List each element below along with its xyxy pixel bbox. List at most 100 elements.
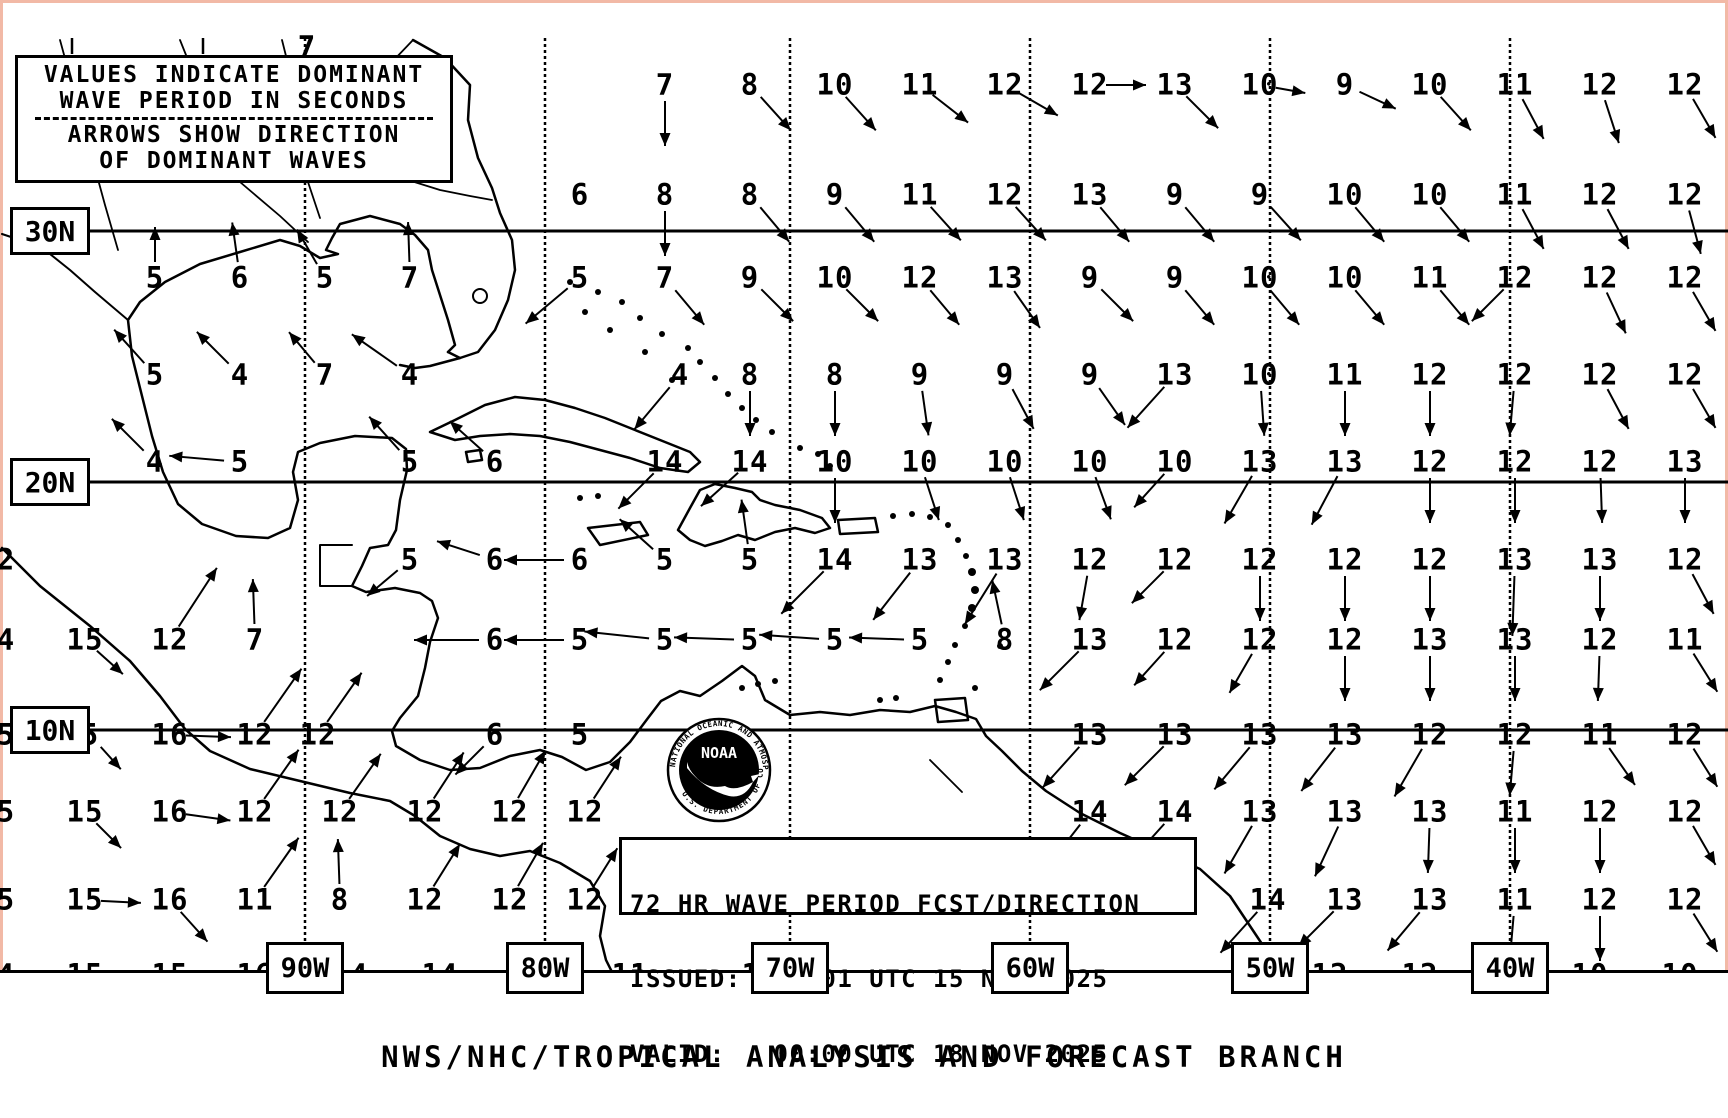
wave-direction-arrowhead xyxy=(1254,608,1266,621)
wave-direction-arrowhead xyxy=(1314,862,1326,877)
wave-period-value: 5 xyxy=(145,357,165,392)
wave-direction-arrowhead xyxy=(1288,226,1301,241)
wave-direction-arrowhead xyxy=(149,227,161,240)
wave-direction-arrowhead xyxy=(1615,319,1626,334)
wave-direction-arrowhead xyxy=(929,505,941,521)
wave-direction-arrowhead xyxy=(863,116,876,131)
wave-period-value: 9 xyxy=(1250,177,1270,212)
wave-period-value: 11 xyxy=(1326,357,1364,392)
wave-direction-arrowhead xyxy=(1201,311,1215,325)
wave-period-value: 12 xyxy=(1156,542,1194,577)
wave-period-value: 13 xyxy=(986,260,1024,295)
wave-direction-arrowhead xyxy=(1458,116,1471,131)
wave-period-value: 9 xyxy=(1080,357,1100,392)
wave-period-value: 12 xyxy=(986,177,1024,212)
wave-period-value: 5 xyxy=(740,622,760,657)
wave-period-value: 5 xyxy=(0,794,16,829)
wave-period-value: 10 xyxy=(1241,357,1279,392)
wave-direction-arrowhead xyxy=(1205,115,1219,129)
wave-period-value: 8 xyxy=(655,177,675,212)
wave-period-value: 12 xyxy=(1071,542,1109,577)
wave-period-value: 5 xyxy=(740,542,760,577)
wave-period-value: 11 xyxy=(1411,260,1449,295)
wave-direction-arrowhead xyxy=(194,928,208,942)
wave-period-value: 15 xyxy=(66,794,104,829)
forecast-info-box: 72 HR WAVE PERIOD FCST/DIRECTION ISSUED:… xyxy=(619,837,1197,1067)
wave-period-value: 12 xyxy=(1581,357,1619,392)
wave-direction-arrowhead xyxy=(1692,239,1703,254)
bottom-mask xyxy=(0,973,1728,1100)
wave-direction-arrowhead xyxy=(1127,414,1141,428)
noaa-wordmark: NOAA xyxy=(701,744,737,762)
wave-direction-arrowhead xyxy=(436,539,452,551)
wave-period-value: 12 xyxy=(986,67,1024,102)
wave-direction-arrowhead xyxy=(127,896,141,908)
wave-direction-arrowhead xyxy=(1704,123,1716,138)
wave-period-value: 4 xyxy=(400,357,420,392)
wave-period-value: 4 xyxy=(0,622,16,657)
wave-direction-arrowhead xyxy=(1705,937,1718,952)
wave-direction-arrowhead xyxy=(1532,124,1544,139)
wave-period-value: 11 xyxy=(1496,67,1534,102)
wave-period-value: 5 xyxy=(400,444,420,479)
wave-period-value: 8 xyxy=(330,882,350,917)
wave-period-value: 6 xyxy=(485,444,505,479)
wave-period-value: 12 xyxy=(1581,444,1619,479)
wave-direction-arrowhead xyxy=(1076,606,1088,621)
wave-period-value: 12 xyxy=(1666,177,1704,212)
wave-direction-arrowhead xyxy=(737,499,749,514)
wave-direction-arrowhead xyxy=(780,308,794,322)
wave-period-value: 12 xyxy=(1666,67,1704,102)
wave-direction-arrowhead xyxy=(1592,687,1604,701)
wave-direction-arrowhead xyxy=(1101,505,1112,520)
wave-period-value: 12 xyxy=(236,717,274,752)
wave-direction-arrowhead xyxy=(1424,688,1436,701)
wave-direction-arrowhead xyxy=(1311,510,1323,525)
wave-period-value: 12 xyxy=(1581,177,1619,212)
wave-period-value: 2 xyxy=(0,542,16,577)
wave-direction-arrows xyxy=(95,62,1719,971)
wave-period-value: 4 xyxy=(670,357,690,392)
wave-direction-arrowhead xyxy=(205,567,217,582)
wave-direction-arrowhead xyxy=(1028,314,1040,328)
wave-direction-arrowhead xyxy=(1704,850,1716,865)
wave-period-value: 12 xyxy=(1326,622,1364,657)
wave-period-value: 12 xyxy=(1581,67,1619,102)
wave-direction-arrowhead xyxy=(1704,316,1716,331)
wave-period-value: 9 xyxy=(825,177,845,212)
wave-direction-arrowhead xyxy=(449,421,464,434)
wave-period-value: 14 xyxy=(731,444,769,479)
wave-direction-arrowhead xyxy=(1042,774,1056,788)
wave-direction-arrowhead xyxy=(1033,226,1046,241)
wave-direction-arrowhead xyxy=(964,610,977,625)
wave-direction-arrowhead xyxy=(403,222,414,236)
wave-period-value: 11 xyxy=(1496,177,1534,212)
wave-direction-arrowhead xyxy=(1286,311,1300,325)
wave-period-value: 13 xyxy=(986,542,1024,577)
wave-period-value: 16 xyxy=(151,882,189,917)
legend-line-1: VALUES INDICATE DOMINANT xyxy=(43,62,425,88)
wave-direction-arrowhead xyxy=(1456,228,1470,242)
wave-period-value: 10 xyxy=(1411,67,1449,102)
wave-direction-arrowhead xyxy=(1623,771,1635,785)
wave-direction-arrowhead xyxy=(107,834,122,849)
wave-period-value: 9 xyxy=(1165,260,1185,295)
wave-direction-arrowhead xyxy=(114,329,127,344)
wave-period-value: 12 xyxy=(491,882,529,917)
wave-period-value: 12 xyxy=(406,882,444,917)
wave-direction-arrowhead xyxy=(691,311,705,325)
wave-period-value: 10 xyxy=(1326,260,1364,295)
wave-period-value: 9 xyxy=(995,357,1015,392)
wave-period-value: 13 xyxy=(1156,67,1194,102)
wave-period-value: 12 xyxy=(566,794,604,829)
wave-direction-arrowhead xyxy=(1609,128,1621,144)
wave-period-value: 13 xyxy=(1326,717,1364,752)
wave-period-value: 13 xyxy=(1241,794,1279,829)
wave-period-value: 11 xyxy=(901,67,939,102)
wave-direction-arrowhead xyxy=(368,753,381,768)
wave-period-value: 12 xyxy=(1326,542,1364,577)
wave-period-value: 12 xyxy=(1071,67,1109,102)
wave-direction-arrowhead xyxy=(1133,79,1146,91)
wave-direction-arrowhead xyxy=(1224,509,1236,524)
